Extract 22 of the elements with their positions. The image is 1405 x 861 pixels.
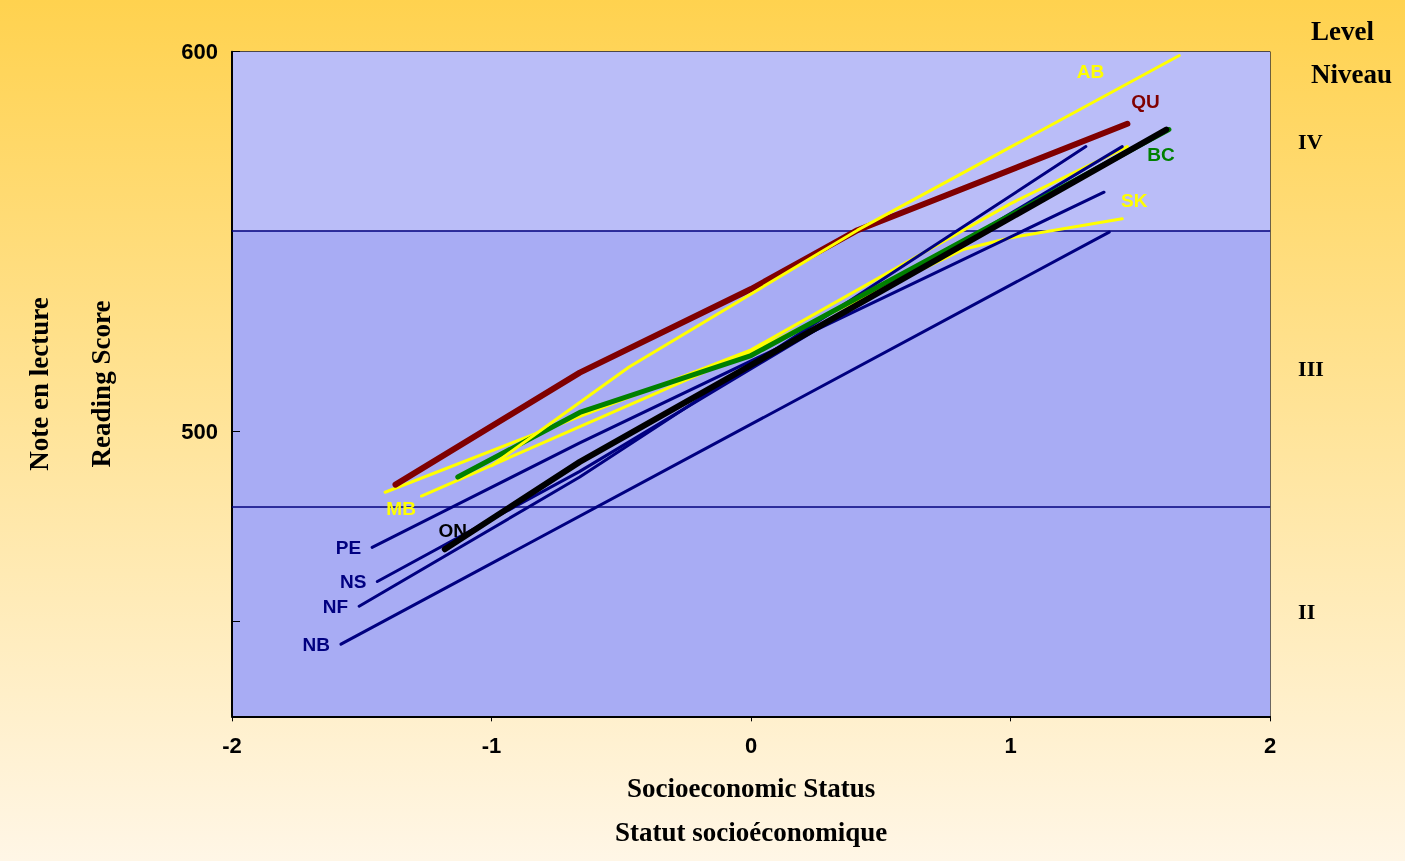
band-label: III xyxy=(1298,356,1324,382)
series-label: QU xyxy=(1131,90,1160,112)
y-tick-label: 500 xyxy=(181,418,218,444)
band-label: IV xyxy=(1298,128,1323,154)
y-axis-title: Note en lecture Reading Score xyxy=(24,297,116,471)
series-label: BC xyxy=(1147,143,1175,165)
series-label: SK xyxy=(1120,189,1148,211)
x-tick-label: 0 xyxy=(744,732,758,758)
series-label: PE xyxy=(335,536,362,558)
band-label: II xyxy=(1298,599,1316,625)
series-label: NF xyxy=(322,595,349,617)
series-label: NS xyxy=(339,571,367,593)
x-axis-title: Socioeconomic Status Statut socioéconomique xyxy=(614,773,888,848)
x-tick-label: -2 xyxy=(222,732,242,758)
x-tick-label: -1 xyxy=(481,732,502,758)
series-label: MB xyxy=(386,498,416,520)
series-label: AB xyxy=(1076,60,1105,82)
x-tick-label: 2 xyxy=(1263,732,1277,758)
y-tick-label: 600 xyxy=(181,39,218,65)
series-label: NB xyxy=(302,633,330,655)
x-tick-label: 1 xyxy=(1004,732,1017,758)
legend-title: Level Niveau xyxy=(1311,15,1392,89)
